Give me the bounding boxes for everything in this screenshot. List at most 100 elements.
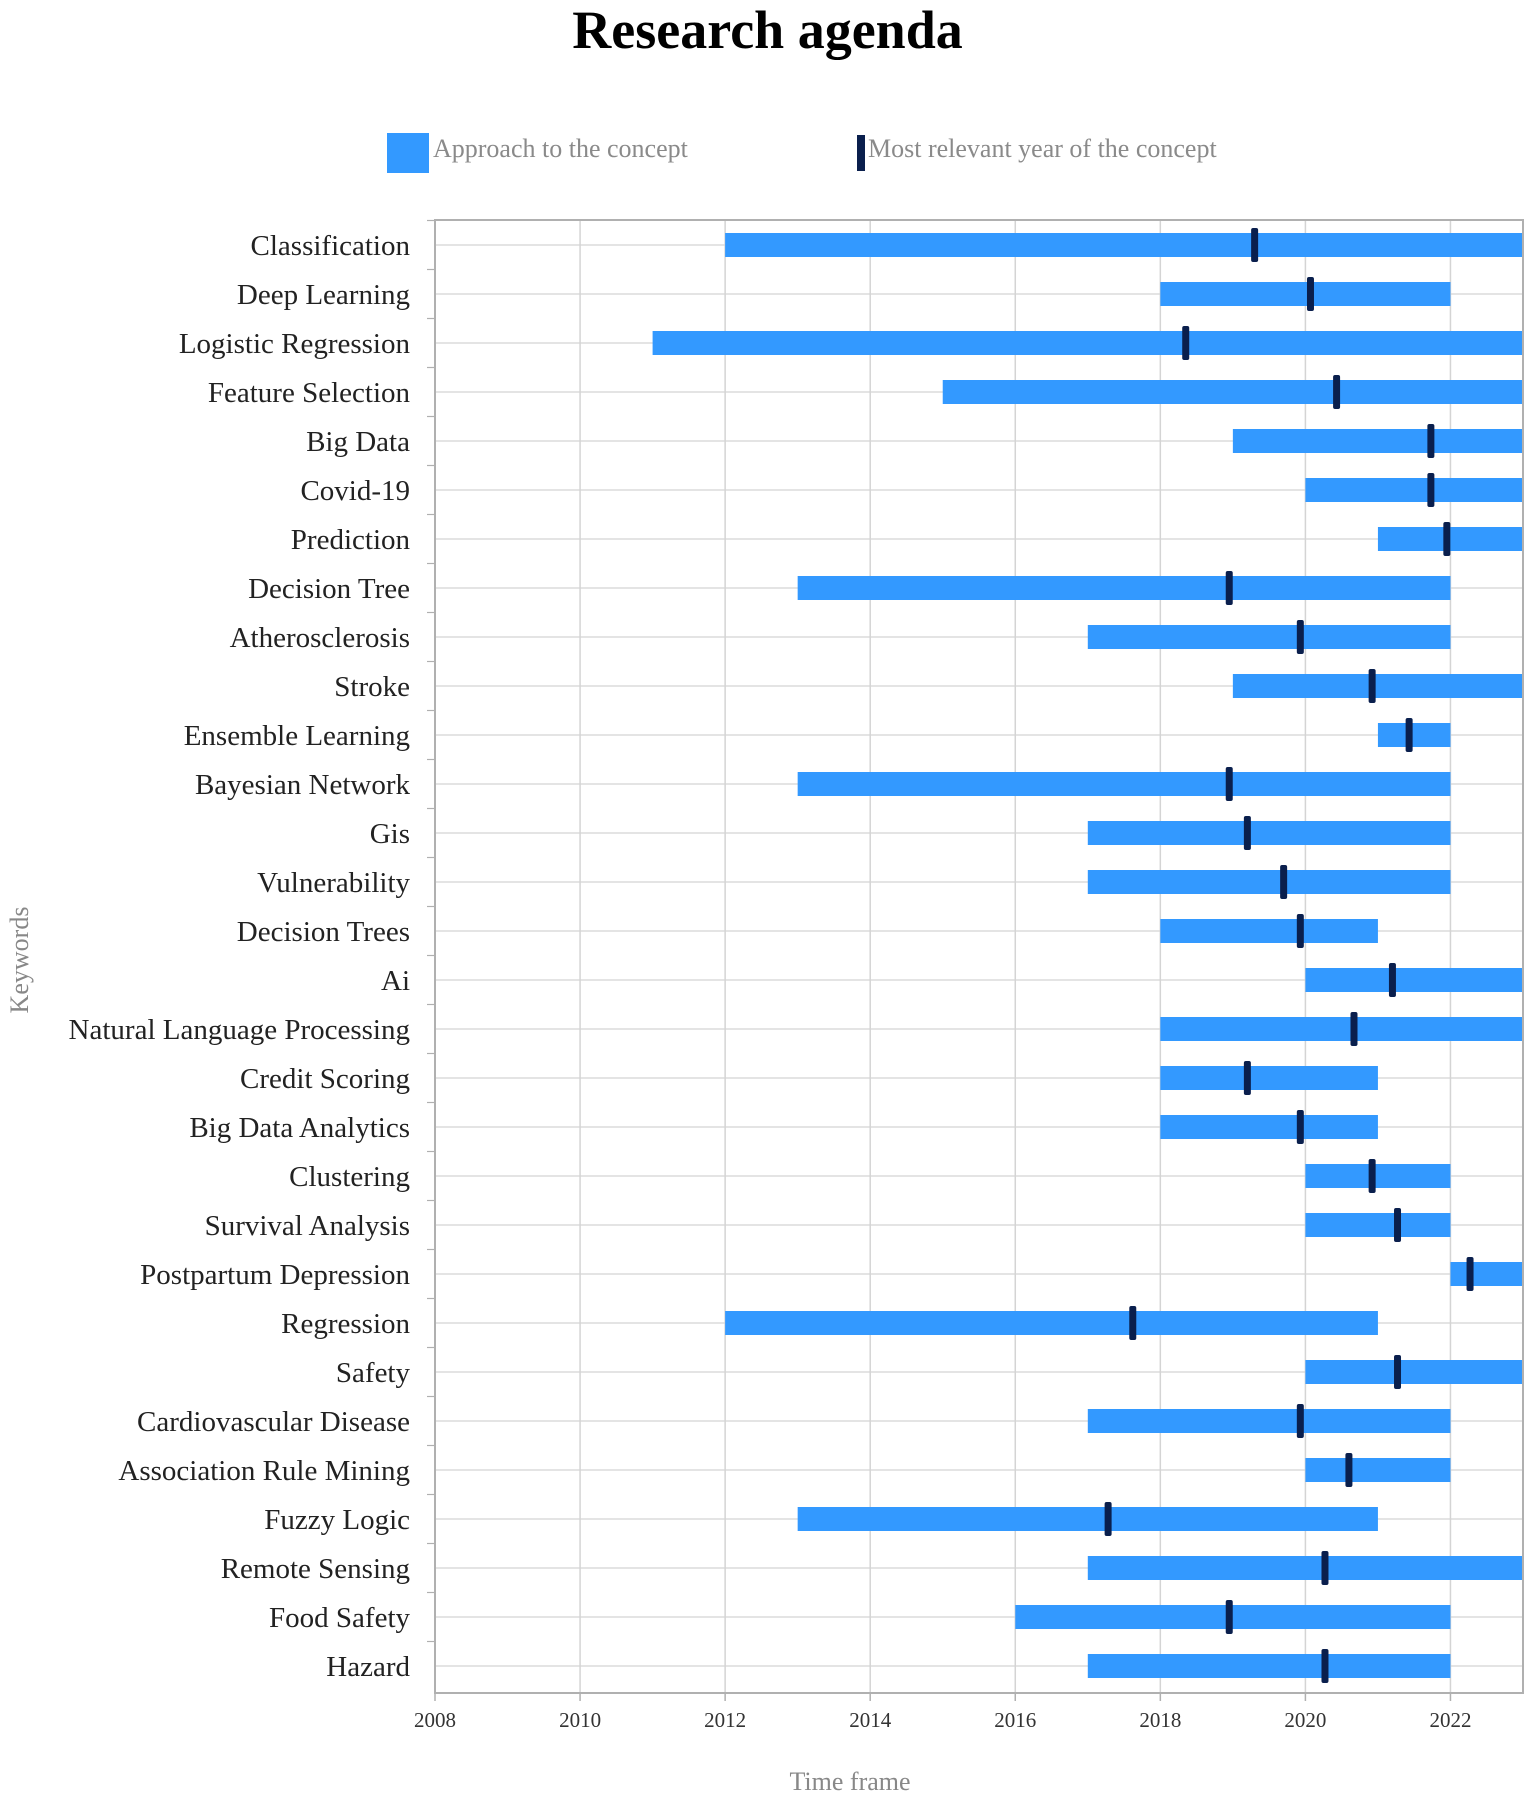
marker-fuzzy-logic [1104,1502,1112,1536]
marker-regression [1129,1306,1137,1340]
marker-feature-selection [1333,375,1341,409]
marker-survival-analysis [1394,1208,1402,1242]
bar-prediction [1377,527,1523,551]
bar-decision-trees [1160,919,1378,943]
category-label-hazard: Hazard [326,1651,410,1683]
category-label-natural-language-processing: Natural Language Processing [69,1014,410,1046]
category-label-stroke: Stroke [334,671,410,703]
marker-food-safety [1225,1600,1233,1634]
bar-atherosclerosis [1087,625,1451,649]
category-label-vulnerability: Vulnerability [257,867,410,899]
category-label-fuzzy-logic: Fuzzy Logic [264,1504,410,1536]
category-label-feature-selection: Feature Selection [208,377,411,409]
category-label-logistic-regression: Logistic Regression [179,328,411,360]
marker-clustering [1368,1159,1376,1193]
marker-hazard [1321,1649,1329,1683]
bar-bayesian-network [797,772,1451,796]
bar-ai [1305,968,1523,992]
category-label-cardiovascular-disease: Cardiovascular Disease [137,1406,410,1438]
marker-cardiovascular-disease [1296,1404,1304,1438]
bar-safety [1305,1360,1523,1384]
marker-deep-learning [1306,277,1314,311]
category-label-ai: Ai [381,965,410,997]
x-tick-label-2020: 2020 [1284,1708,1326,1732]
category-label-big-data-analytics: Big Data Analytics [189,1112,410,1144]
category-label-deep-learning: Deep Learning [237,279,410,311]
bar-ensemble-learning [1377,723,1451,747]
y-axis-title: Keywords [5,907,34,1014]
marker-ai [1388,963,1396,997]
category-label-ensemble-learning: Ensemble Learning [184,720,410,752]
x-tick-label-2012: 2012 [704,1708,746,1732]
bar-feature-selection [942,380,1523,404]
marker-gis [1243,816,1251,850]
category-label-food-safety: Food Safety [269,1602,410,1634]
category-label-regression: Regression [281,1308,410,1340]
category-label-safety: Safety [336,1357,411,1389]
marker-big-data-analytics [1296,1110,1304,1144]
marker-vulnerability [1280,865,1288,899]
x-tick-label-2010: 2010 [559,1708,601,1732]
bar-logistic-regression [652,331,1523,355]
category-label-prediction: Prediction [291,524,411,556]
bar-food-safety [1015,1605,1451,1629]
bar-credit-scoring [1160,1066,1378,1090]
x-axis-title: Time frame [789,1767,910,1796]
x-tick-label-2014: 2014 [849,1708,892,1732]
category-label-classification: Classification [251,230,411,262]
marker-decision-trees [1296,914,1304,948]
plot-frame [434,219,1524,1694]
marker-decision-tree [1225,571,1233,605]
category-label-bayesian-network: Bayesian Network [195,769,411,801]
bar-stroke [1232,674,1523,698]
marker-big-data [1427,424,1435,458]
bar-survival-analysis [1305,1213,1451,1237]
category-label-covid-19: Covid-19 [300,475,410,507]
category-label-credit-scoring: Credit Scoring [240,1063,410,1095]
marker-association-rule-mining [1345,1453,1353,1487]
bar-natural-language-processing [1160,1017,1523,1041]
marker-natural-language-processing [1350,1012,1358,1046]
bar-regression [725,1311,1378,1335]
bar-vulnerability [1087,870,1451,894]
category-label-remote-sensing: Remote Sensing [221,1553,410,1585]
marker-remote-sensing [1321,1551,1329,1585]
marker-stroke [1368,669,1376,703]
x-tick-label-2022: 2022 [1429,1708,1471,1732]
category-label-survival-analysis: Survival Analysis [205,1210,410,1242]
category-label-gis: Gis [370,818,410,850]
category-label-big-data: Big Data [306,426,410,458]
bar-clustering [1305,1164,1451,1188]
legend-label-approach: Approach to the concept [433,134,689,163]
bar-postpartum-depression [1450,1262,1523,1286]
x-axis-tick-labels: 2008 2010 2012 2014 2016 2018 2020 2022 [414,1708,1471,1732]
bar-gis [1087,821,1451,845]
category-label-decision-tree: Decision Tree [248,573,410,605]
x-tick-label-2018: 2018 [1139,1708,1181,1732]
bar-big-data-analytics [1160,1115,1378,1139]
marker-atherosclerosis [1296,620,1304,654]
marker-postpartum-depression [1466,1257,1474,1291]
bar-decision-tree [797,576,1451,600]
x-tick-label-2008: 2008 [414,1708,456,1732]
marker-ensemble-learning [1405,718,1413,752]
category-label-decision-trees: Decision Trees [237,916,410,948]
bar-fuzzy-logic [797,1507,1378,1531]
bar-cardiovascular-disease [1087,1409,1451,1433]
marker-classification [1251,228,1259,262]
markers [1104,228,1474,1683]
bar-hazard [1087,1654,1451,1678]
category-label-clustering: Clustering [289,1161,410,1193]
bars [652,233,1523,1678]
category-label-association-rule-mining: Association Rule Mining [118,1455,410,1487]
bar-covid-19 [1305,478,1523,502]
marker-bayesian-network [1225,767,1233,801]
bar-association-rule-mining [1305,1458,1451,1482]
marker-safety [1394,1355,1402,1389]
marker-prediction [1443,522,1451,556]
bar-deep-learning [1160,282,1451,306]
bar-remote-sensing [1087,1556,1523,1580]
legend: Approach to the concept Most relevant ye… [387,133,1217,173]
marker-logistic-regression [1182,326,1190,360]
